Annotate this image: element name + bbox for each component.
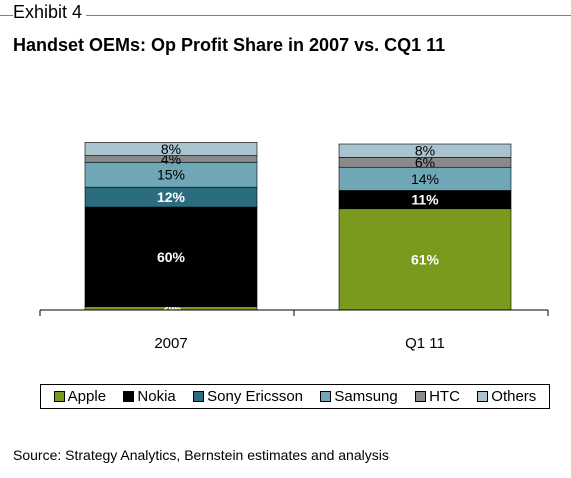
legend-item-htc: HTC: [415, 388, 460, 405]
bar-segment-others-0: [84, 142, 258, 156]
legend-swatch: [415, 391, 427, 402]
x-tick-label-1: Q1 11: [405, 335, 445, 352]
chart-legend: Apple Nokia Sony Ericsson Samsung HTC Others: [40, 384, 550, 409]
data-label-nokia-0: 60%: [157, 249, 186, 265]
legend-item-nokia: Nokia: [123, 388, 176, 405]
data-label-sony-ericsson-0: 12%: [157, 189, 186, 205]
exhibit-label: Exhibit 4: [13, 2, 87, 23]
x-tick-label-0: 2007: [154, 335, 187, 352]
legend-label: Others: [491, 388, 537, 405]
legend-item-others: Others: [477, 388, 536, 405]
data-label-others-1: 8%: [415, 143, 435, 159]
bar-segment-samsung-0: [84, 161, 258, 188]
data-label-nokia-1: 11%: [411, 192, 439, 208]
legend-item-sony-ericsson: Sony Ericsson: [193, 388, 303, 405]
legend-label: Sony Ericsson: [207, 388, 303, 405]
legend-swatch: [53, 391, 65, 402]
legend-item-apple: Apple: [53, 388, 107, 405]
data-label-htc-1: 6%: [415, 154, 435, 170]
legend-swatch: [320, 391, 332, 402]
source-note: Source: Strategy Analytics, Bernstein es…: [13, 447, 389, 463]
bar-segment-others-1: [338, 143, 512, 158]
data-label-samsung-1: 14%: [411, 171, 439, 187]
legend-label: Nokia: [137, 388, 176, 405]
data-label-samsung-0: 15%: [157, 167, 185, 183]
legend-swatch: [477, 391, 489, 402]
legend-label: Samsung: [334, 388, 398, 405]
top-rule: [0, 15, 571, 16]
legend-item-samsung: Samsung: [320, 388, 398, 405]
legend-label: Apple: [67, 388, 107, 405]
legend-swatch: [123, 391, 135, 402]
data-label-apple-1: 61%: [411, 251, 440, 267]
legend-swatch: [193, 391, 205, 402]
chart-title: Handset OEMs: Op Profit Share in 2007 vs…: [13, 35, 446, 55]
legend-label: HTC: [429, 388, 460, 405]
data-label-others-0: 8%: [161, 141, 181, 157]
